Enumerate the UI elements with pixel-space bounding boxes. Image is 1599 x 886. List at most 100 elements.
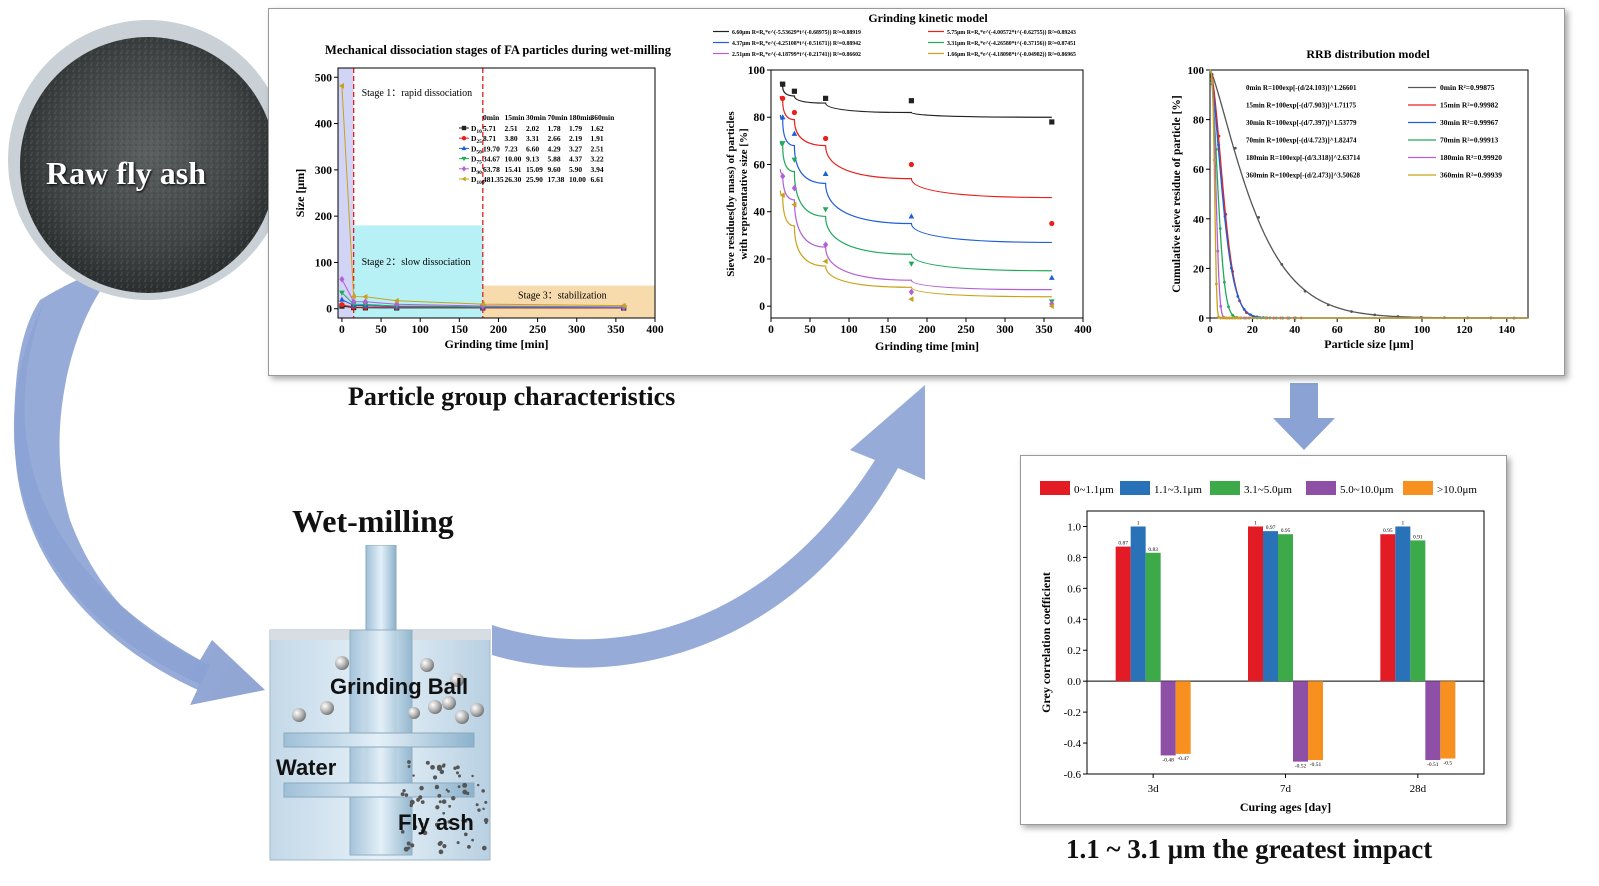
y-tick-label: 0.6 xyxy=(1067,583,1081,595)
bar->10.0μm-28d xyxy=(1440,681,1456,759)
x-tick-label: 60 xyxy=(1332,324,1344,336)
x-tick-label: 140 xyxy=(1499,324,1516,336)
x-tick-label: 0 xyxy=(339,324,345,336)
rrb-point xyxy=(1212,158,1216,162)
legend-label-4: >10.0μm xyxy=(1437,484,1477,496)
grey-correlation-chart: 0~1.1μm 1.1~3.1μm 3.1~5.0μm 5.0~10.0μm >10.0… xyxy=(1039,481,1485,814)
x-tick-label: 28d xyxy=(1410,783,1427,795)
fit-curve xyxy=(779,190,1052,298)
rrb-point xyxy=(1219,304,1223,308)
table-cell: 6.61 xyxy=(591,175,604,184)
x-tick-label: 50 xyxy=(375,324,387,336)
legend-entry: 30min R²=0.99967 xyxy=(1440,118,1498,127)
data-point xyxy=(908,296,914,302)
bar-value-label: -0.52 xyxy=(1295,764,1307,770)
legend-marker-D50 xyxy=(461,145,467,151)
fly-ash-particle xyxy=(406,841,411,846)
rrb-point xyxy=(1231,313,1235,317)
particle-group-title: Particle group characteristics xyxy=(348,382,676,411)
table-cell: 1.62 xyxy=(591,124,604,133)
y-tick-label: 40 xyxy=(1193,214,1205,226)
fly-ash-particle xyxy=(437,841,442,846)
rrb-point xyxy=(1223,280,1226,284)
legend-entry: 0min R²=0.99875 xyxy=(1440,83,1495,92)
y-tick-label: 0.0 xyxy=(1067,676,1081,688)
bar-3.1~5.0μm-7d xyxy=(1278,534,1293,682)
y-tick-label: -0.2 xyxy=(1064,707,1081,719)
raw-fly-ash-photo xyxy=(8,20,288,300)
x-tick-label: 80 xyxy=(1374,324,1386,336)
fly-ash-particle xyxy=(442,811,446,815)
fly-ash-particle xyxy=(412,774,415,777)
bar-value-label: 0.87 xyxy=(1118,541,1128,547)
fly-ash-particle xyxy=(471,774,474,778)
y-tick-label: 0 xyxy=(759,301,765,313)
rrb-distribution-chart: RRB distribution model 0 20 40 60 80 100 120 140… xyxy=(1171,47,1529,351)
rrb-point xyxy=(1229,266,1233,270)
y-tick-label: 0.2 xyxy=(1067,645,1081,657)
table-cell: 3.27 xyxy=(569,144,582,153)
wet-milling-diagram xyxy=(269,545,491,861)
rrb-point xyxy=(1257,215,1260,219)
fly-ash-particle xyxy=(462,782,468,788)
plot-frame xyxy=(770,69,1084,319)
chart3-ylabel: Cumulative sieve residue of particle [%] xyxy=(1171,95,1183,293)
data-point-D100 xyxy=(362,293,368,300)
fly-ash-particle xyxy=(445,788,449,792)
fit-curve xyxy=(779,140,1052,272)
bar-value-label: -0.47 xyxy=(1177,756,1189,762)
table-cell: 1.91 xyxy=(591,134,604,143)
fly-ash-particle xyxy=(455,771,459,775)
legend-label-D100: D100 xyxy=(471,175,485,186)
fly-ash-particle xyxy=(461,819,465,823)
rrb-equation: 0min R=100exp[-(d/24.103)]^1.26601 xyxy=(1246,84,1357,92)
table-cell: 2.51 xyxy=(505,124,518,133)
rrb-point xyxy=(1217,143,1220,147)
legend-entry: 15min R²=0.99982 xyxy=(1440,101,1498,110)
x-tick-label: 200 xyxy=(918,324,936,336)
fly-ash-particle xyxy=(437,793,442,798)
data-point xyxy=(779,141,786,147)
legend-entry: 6.60μm R=R₀*e^(-5.53629*t^(-0.68975)) R²… xyxy=(732,29,861,36)
y-tick-label: 100 xyxy=(748,65,766,77)
chart1-title: Mechanical dissociation stages of FA par… xyxy=(325,43,672,57)
fly-ash-particle xyxy=(463,832,468,837)
x-tick-label: 300 xyxy=(568,324,586,336)
legend-entry: 5.75μm R=R₀*e^(-4.00572*t^(-0.62755)) R²… xyxy=(947,29,1076,36)
legend-label-0: 0~1.1μm xyxy=(1074,484,1114,496)
legend-marker-D10 xyxy=(461,125,467,131)
bar-value-label: 0.83 xyxy=(1148,547,1158,553)
table-cell: 7.23 xyxy=(505,144,518,153)
bar-value-label: 1 xyxy=(1401,520,1404,526)
fly-ash-particle xyxy=(484,821,488,824)
rrb-point xyxy=(1280,263,1284,266)
table-cell: 5.71 xyxy=(483,124,496,133)
fly-ash-particle xyxy=(476,783,480,787)
rrb-equation: 30min R=100exp[-(d/7.397)]^1.53779 xyxy=(1246,119,1357,127)
plot-frame-top xyxy=(337,67,656,319)
fly-ash-particle xyxy=(420,822,424,826)
x-tick-label: 150 xyxy=(879,324,897,336)
bar-value-label: 0.95 xyxy=(1281,528,1291,534)
x-tick-label: 300 xyxy=(996,324,1014,336)
y-tick-label: 40 xyxy=(754,207,766,219)
fly-ash-particle xyxy=(456,765,460,770)
rrb-point xyxy=(1303,289,1307,293)
table-cell: 34.67 xyxy=(483,155,500,164)
legend-label-1: 1.1~3.1μm xyxy=(1154,484,1202,496)
fly-ash-particle xyxy=(435,822,440,827)
x-tick-label: 3d xyxy=(1148,783,1160,795)
rrb-point xyxy=(1224,212,1228,216)
data-point-D25 xyxy=(339,302,345,308)
y-tick-label: -0.6 xyxy=(1064,769,1082,781)
data-point xyxy=(908,288,914,296)
table-cell: 1.78 xyxy=(548,124,561,133)
table-cell: 26.30 xyxy=(505,175,522,184)
table-header: 180min xyxy=(569,113,594,122)
data-point xyxy=(823,135,829,142)
table-cell: 63.78 xyxy=(483,165,500,174)
fly-ash-particle xyxy=(441,799,447,804)
data-point xyxy=(822,207,829,213)
